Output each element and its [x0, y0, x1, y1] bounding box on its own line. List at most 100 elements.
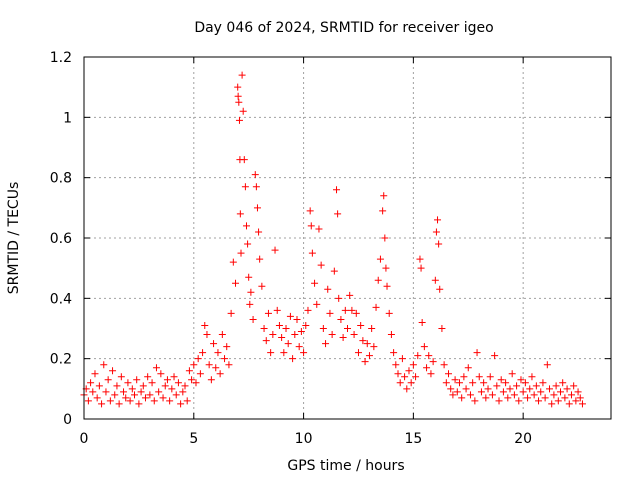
- y-tick-label: 0.4: [50, 291, 72, 307]
- data-point: [576, 394, 584, 402]
- data-point: [554, 397, 562, 405]
- data-point: [163, 376, 171, 384]
- data-point: [466, 391, 474, 399]
- data-point: [319, 325, 327, 332]
- data-point: [462, 385, 470, 393]
- data-point: [574, 388, 582, 396]
- data-point: [473, 349, 481, 357]
- data-point: [499, 388, 507, 396]
- data-point: [239, 107, 247, 115]
- data-point: [484, 385, 492, 393]
- data-point: [546, 385, 554, 393]
- data-point: [504, 394, 512, 402]
- data-point: [172, 391, 180, 399]
- data-point: [447, 385, 455, 393]
- data-point: [486, 373, 494, 381]
- data-point: [438, 325, 446, 332]
- data-point: [192, 379, 200, 387]
- data-point: [218, 331, 226, 339]
- y-tick-label: 0.6: [50, 231, 72, 247]
- data-point: [359, 337, 367, 345]
- data-point: [334, 210, 342, 218]
- data-point: [93, 394, 101, 402]
- x-tick-label: 20: [514, 431, 532, 447]
- data-point: [521, 379, 529, 387]
- data-points: [80, 71, 586, 408]
- data-point: [235, 116, 243, 124]
- data-point: [253, 204, 261, 212]
- data-point: [469, 379, 477, 387]
- data-point: [91, 370, 99, 378]
- data-point: [234, 83, 242, 91]
- data-point: [229, 258, 237, 266]
- data-point: [412, 373, 420, 381]
- data-point: [548, 400, 556, 408]
- data-point: [120, 388, 128, 396]
- data-point: [295, 343, 303, 351]
- data-point: [379, 207, 387, 215]
- data-point: [282, 325, 290, 332]
- data-point: [506, 385, 514, 393]
- data-point: [199, 349, 207, 357]
- data-point: [255, 228, 263, 236]
- data-point: [122, 394, 130, 402]
- data-point: [111, 391, 119, 399]
- data-point: [423, 364, 431, 372]
- data-point: [246, 300, 254, 308]
- data-point: [401, 373, 409, 381]
- data-point: [382, 264, 390, 272]
- data-point: [460, 373, 468, 381]
- y-tick-label: 1.2: [50, 50, 72, 66]
- data-point: [190, 361, 198, 369]
- data-point: [552, 382, 560, 390]
- data-point: [291, 331, 299, 339]
- x-axis-label: GPS time / hours: [287, 458, 404, 474]
- data-point: [235, 98, 243, 106]
- data-point: [170, 373, 178, 381]
- data-point: [383, 282, 391, 290]
- data-point: [306, 207, 314, 215]
- data-point: [394, 370, 402, 378]
- data-point: [126, 397, 134, 405]
- data-point: [563, 385, 571, 393]
- data-point: [381, 234, 389, 242]
- data-point: [313, 300, 321, 308]
- data-point: [392, 361, 400, 369]
- data-point: [440, 361, 448, 369]
- data-point: [205, 361, 213, 369]
- data-point: [354, 349, 362, 357]
- data-point: [141, 394, 149, 402]
- data-point: [513, 382, 521, 390]
- data-point: [543, 361, 551, 369]
- data-point: [416, 255, 424, 263]
- data-point: [350, 331, 358, 339]
- data-point: [403, 385, 411, 393]
- data-point: [425, 352, 433, 360]
- data-point: [241, 183, 249, 191]
- data-point: [477, 388, 485, 396]
- data-point: [495, 397, 503, 405]
- data-point: [435, 240, 443, 248]
- data-point: [113, 382, 121, 390]
- data-point: [89, 388, 97, 396]
- data-point: [104, 376, 112, 384]
- x-tick-label: 0: [80, 431, 89, 447]
- data-point: [223, 343, 231, 351]
- data-point: [328, 331, 336, 339]
- data-point: [376, 255, 384, 263]
- data-point: [427, 370, 435, 378]
- data-point: [363, 340, 371, 348]
- data-point: [128, 385, 136, 393]
- data-point: [432, 228, 440, 236]
- data-point: [174, 379, 182, 387]
- data-point: [212, 364, 220, 372]
- data-point: [238, 71, 246, 79]
- data-point: [556, 388, 564, 396]
- data-point: [300, 349, 308, 357]
- data-point: [442, 379, 450, 387]
- data-point: [475, 373, 483, 381]
- data-point: [245, 273, 253, 281]
- data-point: [166, 397, 174, 405]
- data-point: [374, 276, 382, 284]
